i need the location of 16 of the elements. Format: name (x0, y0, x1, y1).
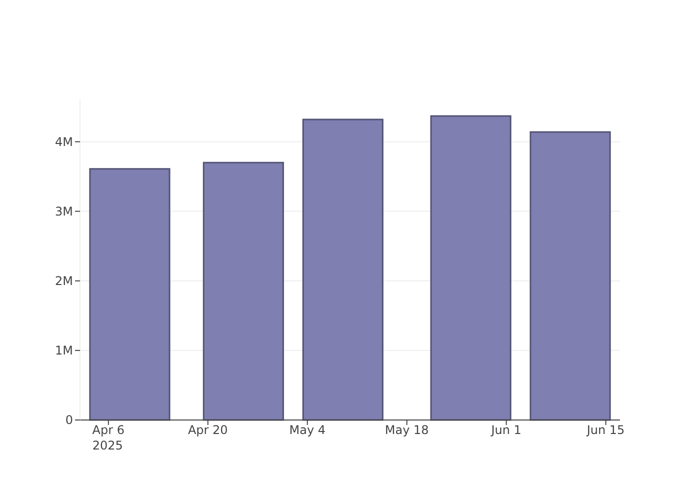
x-tick-label: Jun 1 (490, 423, 522, 437)
bar (430, 115, 512, 421)
x-tick-label: Apr 20 (188, 423, 228, 437)
bar (202, 162, 284, 421)
bar (302, 118, 384, 421)
x-tick-label: May 4 (289, 423, 326, 437)
y-tick-label: 2M (55, 274, 73, 288)
y-tick-label: 1M (55, 344, 73, 358)
y-tick-label: 3M (55, 204, 73, 219)
y-tick-label: 4M (55, 134, 73, 149)
bar (89, 168, 170, 421)
bar (530, 131, 611, 421)
x-tick-label: Apr 6 2025 (92, 423, 125, 453)
x-tick-label: Jun 15 (586, 423, 625, 437)
x-tick-label: May 18 (384, 423, 429, 437)
y-tick-label: 0 (65, 413, 73, 428)
